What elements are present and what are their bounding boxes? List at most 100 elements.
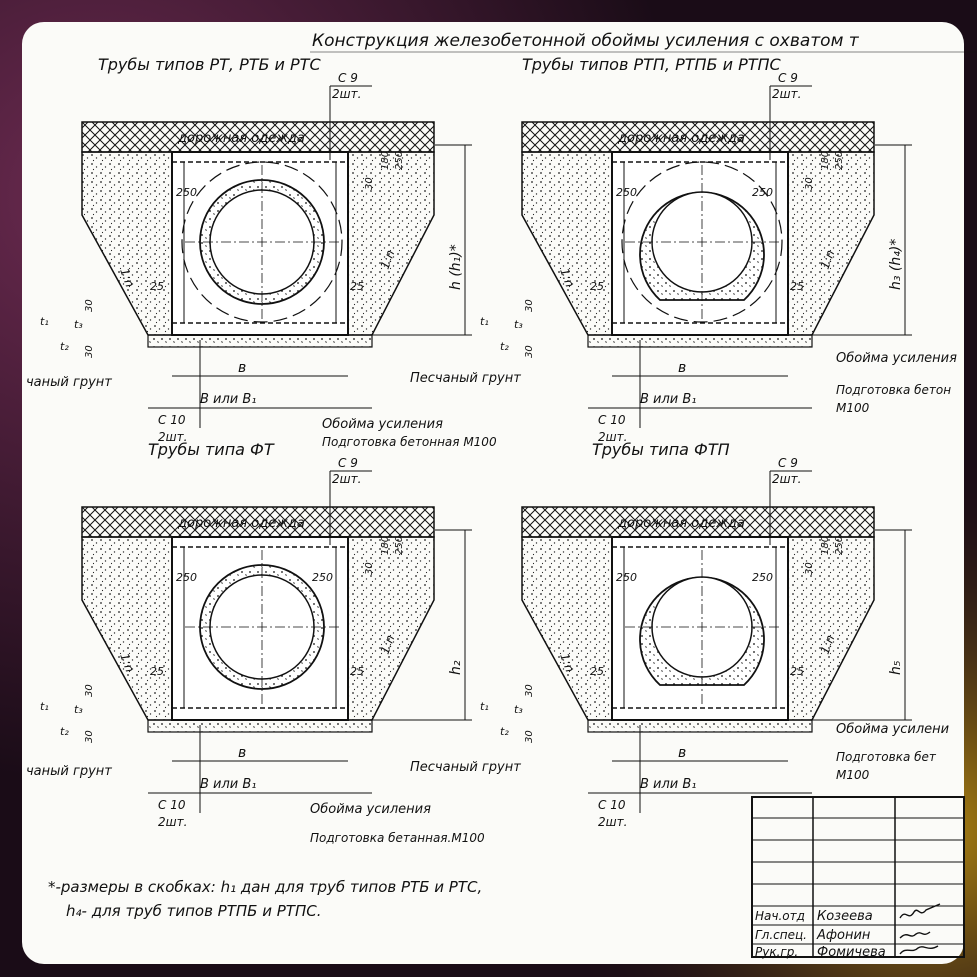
dim-t2: t₂ [60, 340, 69, 353]
dim-30-top: 30 [364, 177, 375, 190]
road-label: дорожная одежда [617, 516, 745, 531]
dim-w: в [238, 360, 246, 376]
label-cage: Обойма усилени [836, 722, 949, 737]
dim-30-left: 30 [84, 684, 95, 697]
dim-25-left: 25 [150, 665, 164, 678]
dim-w: в [678, 360, 686, 376]
dim-180: 180 [380, 151, 391, 170]
dim-250-right: 250 [752, 571, 773, 584]
dim-t1: t₁ [480, 700, 489, 713]
dim-t2: t₂ [60, 725, 69, 738]
label-cage: Обойма усиления [322, 417, 443, 432]
dim-250-right: 250 [752, 186, 773, 199]
dim-30-bottom: 30 [524, 345, 535, 358]
dim-25-left: 25 [590, 665, 604, 678]
page-title: Конструкция железобетонной обоймы усилен… [312, 31, 860, 51]
label-prep: Подготовка бетонная М100 [322, 435, 497, 449]
label-c10: С 10 [158, 798, 186, 812]
road-layer [521, 121, 875, 153]
stamp-role-3: Рук.гр. [755, 945, 798, 959]
slope-label-left: 1:n [117, 266, 137, 289]
dim-t3: t₃ [74, 318, 83, 331]
road-label: дорожная одежда [177, 516, 305, 531]
label-c10-qty: 2шт. [158, 430, 187, 444]
label-c9: С 9 [338, 71, 358, 85]
label-c9-qty: 2шт. [332, 87, 361, 101]
concrete-base [587, 719, 813, 733]
slope-label-left: 1:n [557, 651, 577, 674]
dim-t3: t₃ [514, 703, 523, 716]
label-m100: М100 [836, 768, 870, 782]
road-layer [81, 506, 435, 538]
dim-height: h₅ [888, 660, 904, 675]
dim-t3: t₃ [514, 318, 523, 331]
dim-180: 180 [820, 536, 831, 555]
label-c9-qty: 2шт. [772, 472, 801, 486]
label-cage: Обойма усиления [836, 351, 957, 366]
concrete-base [147, 334, 373, 348]
dim-30-bottom: 30 [524, 730, 535, 743]
road-label: дорожная одежда [177, 131, 305, 146]
slope-label-right: 1:n [378, 248, 398, 271]
panel-title: Трубы типов РТП, РТПБ и РТПС [522, 55, 782, 74]
dim-25-right: 25 [790, 665, 804, 678]
dim-w: в [678, 745, 686, 761]
label-c10-qty: 2шт. [598, 815, 627, 829]
dim-25-right: 25 [350, 280, 364, 293]
panel-ftp: Трубы типа ФТП дорожная одежда 1:n 1:n 250 25… [410, 440, 949, 829]
footnote-line-1: *-размеры в скобках: h₁ дан для труб тип… [48, 878, 482, 896]
road-label: дорожная одежда [617, 131, 745, 146]
panel-rt: Трубы типов РТ, РТБ и РТС дорожная одежда… [26, 55, 497, 449]
panel-title: Трубы типа ФТП [592, 440, 730, 459]
stamp-role-1: Нач.отд [755, 909, 805, 923]
stamp-name-3: Фомичева [817, 945, 886, 960]
stamp-name-2: Афонин [816, 928, 871, 943]
stamp-name-1: Козеева [817, 909, 873, 924]
label-sand: Песчаный грунт [410, 371, 521, 386]
dim-250-top: 250 [834, 536, 845, 555]
slope-label-right: 1:n [378, 633, 398, 656]
label-c10: С 10 [158, 413, 186, 427]
dim-t1: t₁ [40, 700, 49, 713]
dim-30-top: 30 [804, 177, 815, 190]
dim-t1: t₁ [480, 315, 489, 328]
label-sand: чаный грунт [26, 764, 112, 779]
footnote-line-2: h₄- для труб типов РТПБ и РТПС. [66, 902, 321, 920]
dim-30-top: 30 [364, 562, 375, 575]
dim-30-left: 30 [84, 299, 95, 312]
panel-title: Трубы типов РТ, РТБ и РТС [98, 55, 321, 74]
dim-W: В или В₁ [640, 392, 697, 407]
dim-height: h₂ [448, 660, 464, 675]
label-c9: С 9 [778, 456, 798, 470]
dim-250-left: 250 [176, 571, 197, 584]
dim-30-left: 30 [524, 684, 535, 697]
slope-label-left: 1:n [557, 266, 577, 289]
label-c9-qty: 2шт. [332, 472, 361, 486]
label-c10-qty: 2шт. [598, 430, 627, 444]
stamp-role-2: Гл.спец. [755, 928, 807, 942]
label-cage: Обойма усиления [310, 802, 431, 817]
label-sand: чаный грунт [26, 375, 112, 390]
signature-3 [899, 945, 939, 955]
dim-W: В или В₁ [640, 777, 697, 792]
dim-30-left: 30 [524, 299, 535, 312]
road-layer [521, 506, 875, 538]
signature-2 [899, 931, 931, 939]
dim-W: В или В₁ [200, 392, 257, 407]
dim-250-top: 250 [394, 151, 405, 170]
dim-t2: t₂ [500, 725, 509, 738]
dim-height: h (h₁)* [448, 244, 464, 290]
panel-ft: Трубы типа ФТ дорожная одежда 1:n 1:n 250 250… [26, 440, 485, 845]
title-block: Нач.отд Козеева Гл.спец. Афонин Рук.гр. … [751, 796, 965, 960]
label-c10-qty: 2шт. [158, 815, 187, 829]
dim-250-left: 250 [616, 571, 637, 584]
excavation-outline [181, 161, 343, 323]
slope-label-right: 1:n [818, 248, 838, 271]
dim-W: В или В₁ [200, 777, 257, 792]
dim-t2: t₂ [500, 340, 509, 353]
dim-25-right: 25 [790, 280, 804, 293]
dim-250-left: 250 [616, 186, 637, 199]
dim-25-left: 25 [150, 280, 164, 293]
label-c9: С 9 [338, 456, 358, 470]
concrete-base [587, 334, 813, 348]
